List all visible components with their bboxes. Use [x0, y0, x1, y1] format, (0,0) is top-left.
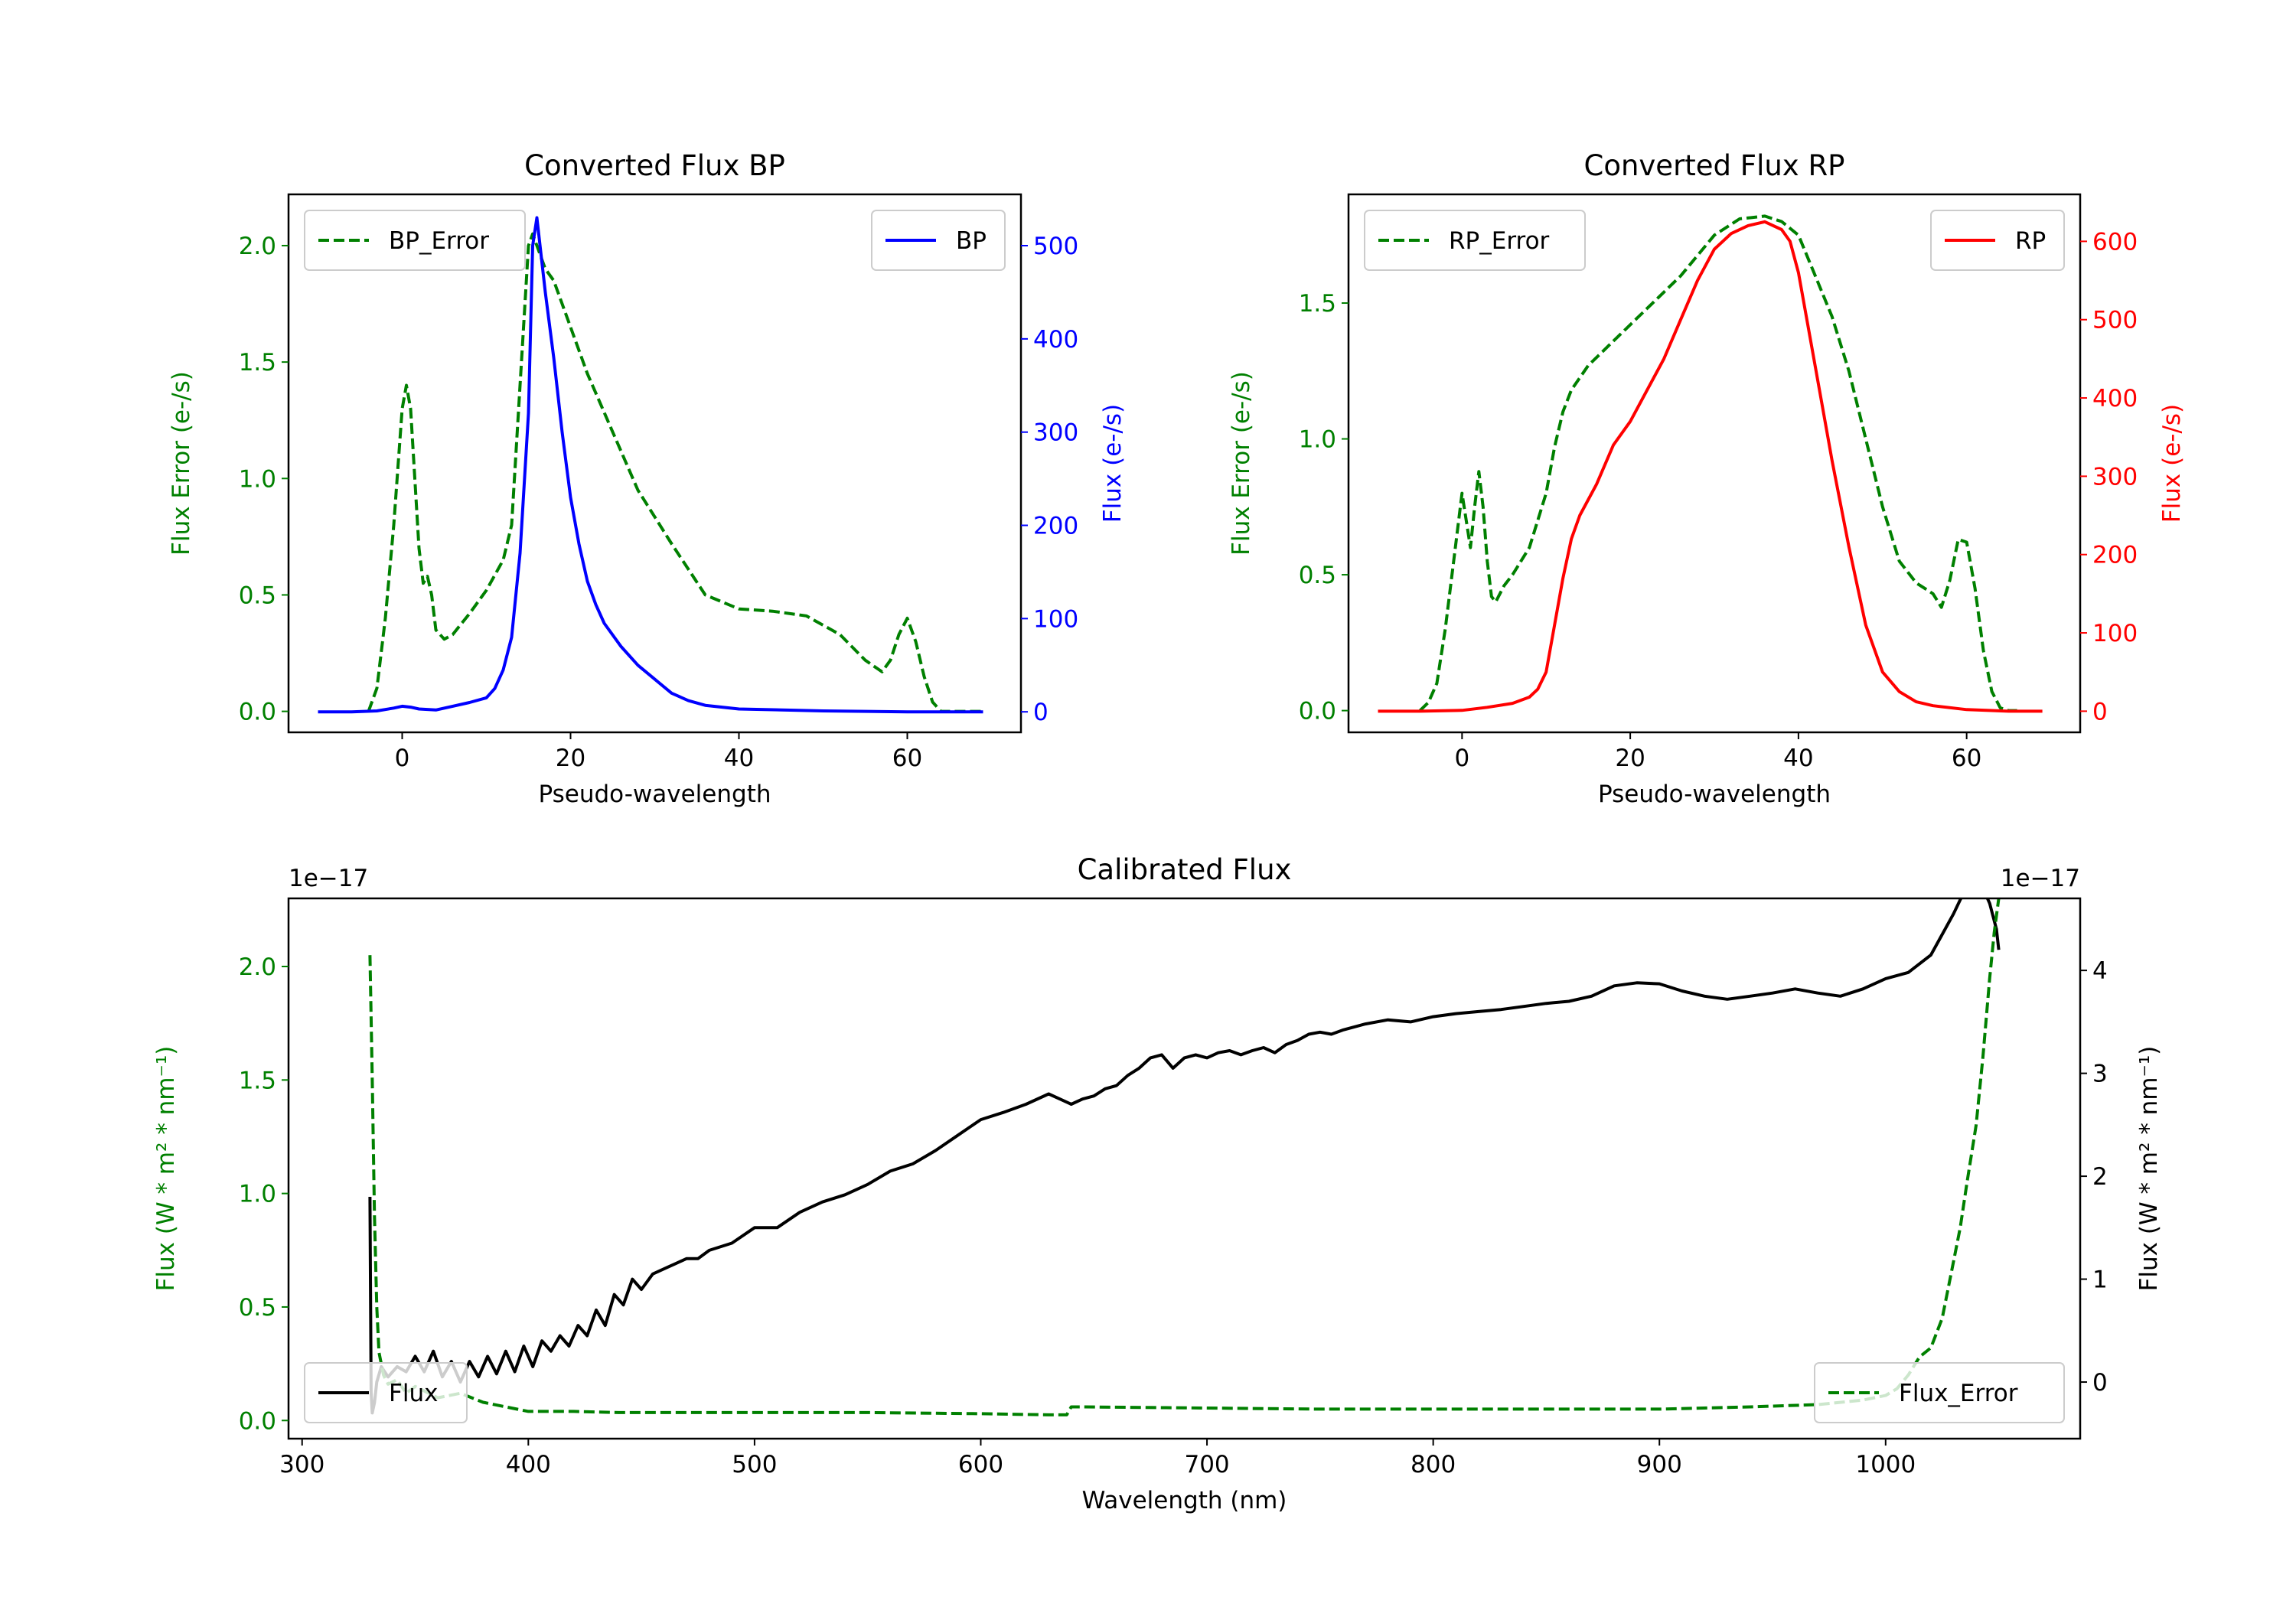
y-left-tick-label: 0.5: [239, 582, 276, 609]
y-left-tick-label: 0.0: [239, 699, 276, 726]
x-tick-label: 40: [1783, 745, 1813, 772]
y-left-tick-label: 1.5: [1299, 290, 1336, 318]
x-tick-label: 60: [1952, 745, 1981, 772]
x-tick-label: 600: [958, 1451, 1003, 1478]
plot-frame: [287, 193, 1022, 734]
y-right-tick-label: 3: [2092, 1061, 2108, 1088]
chart-title: Calibrated Flux: [1078, 853, 1292, 886]
legend-label: BP: [956, 227, 987, 255]
legend-flux-error: Flux_Error: [1814, 1362, 2065, 1423]
x-tick-label: 20: [1615, 745, 1645, 772]
x-tick-label: 300: [279, 1451, 325, 1478]
calibrated-flux-panel: 300 400 500 600 700 800 900 1000 0.0 0.5 1.0 1.5 2.0…: [152, 853, 2163, 1514]
x-tick-label: 500: [732, 1451, 777, 1478]
bp-flux-panel: 0 20 40 60 0.0 0.5 1.0 1.5 2.0 0 100 200 300 400 500 Co…: [168, 149, 1127, 808]
legend-bp: BP: [871, 210, 1006, 271]
legend-bp-error: BP_Error: [304, 210, 526, 271]
y-left-tick-label: 1.0: [239, 465, 276, 493]
y-left-axis-label: Flux Error (e-/s): [168, 371, 195, 556]
legend-box: [1814, 1362, 2065, 1423]
legend-label: Flux: [389, 1380, 438, 1407]
y-right-tick-label: 400: [1033, 326, 1078, 354]
y-right-tick-label: 1: [2092, 1266, 2108, 1294]
y-right-axis-label: Flux (e-/s): [2158, 404, 2186, 523]
series-line-rp-error: [1419, 214, 2017, 712]
series-line-bp: [318, 216, 983, 714]
x-axis-label: Pseudo-wavelength: [538, 781, 771, 808]
y-left-axis-label: Flux Error (e-/s): [1228, 371, 1255, 556]
y-left-tick-label: 1.0: [1299, 426, 1336, 454]
y-right-tick-label: 500: [1033, 233, 1078, 260]
y-right-axis-label: Flux (W * m² * nm⁻¹): [2135, 1046, 2163, 1292]
y-left-axis-label: Flux (W * m² * nm⁻¹): [152, 1046, 180, 1292]
legend-box: [304, 1362, 468, 1423]
y-left-offset-text: 1e−17: [289, 865, 368, 892]
legend-flux: Flux: [304, 1362, 468, 1423]
legend-label: BP_Error: [389, 227, 489, 255]
x-tick-label: 20: [556, 745, 585, 772]
y-right-tick-label: 400: [2092, 385, 2138, 412]
y-left-tick-label: 1.5: [239, 1067, 276, 1094]
y-right-tick-label: 100: [2092, 620, 2138, 647]
y-right-tick-label: 200: [1033, 513, 1078, 540]
legend-box: [871, 210, 1006, 271]
y-right-tick-label: 600: [2092, 228, 2138, 256]
x-axis-label: Wavelength (nm): [1082, 1487, 1287, 1514]
x-tick-label: 1000: [1855, 1451, 1916, 1478]
legend-label: RP: [2015, 227, 2046, 255]
y-right-tick-label: 300: [1033, 419, 1078, 447]
y-right-tick-label: 0: [1033, 699, 1049, 726]
series-line-flux: [368, 898, 2001, 1415]
y-left-tick-label: 2.0: [239, 233, 276, 260]
legend-rp: RP: [1930, 210, 2065, 271]
x-tick-label: 700: [1184, 1451, 1229, 1478]
y-left-tick-label: 0.5: [239, 1294, 276, 1322]
plot-frame: [287, 897, 2082, 1440]
legend-box: [1364, 210, 1586, 271]
y-right-tick-label: 200: [2092, 542, 2138, 569]
y-left-tick-label: 2.0: [239, 953, 276, 981]
legend-box: [1930, 210, 2065, 271]
x-tick-label: 400: [506, 1451, 551, 1478]
chart-title: Converted Flux RP: [1583, 149, 1844, 182]
x-tick-label: 40: [724, 745, 754, 772]
x-tick-label: 60: [892, 745, 922, 772]
rp-flux-panel: 0 20 40 60 0.0 0.5 1.0 1.5 0 100 200 300 400 500 600 Co…: [1228, 149, 2186, 808]
x-tick-label: 800: [1411, 1451, 1456, 1478]
x-tick-label: 0: [395, 745, 410, 772]
legend-box: [304, 210, 526, 271]
y-right-tick-label: 500: [2092, 307, 2138, 334]
y-right-tick-label: 100: [1033, 605, 1078, 633]
series-line-rp: [1378, 220, 2043, 713]
y-right-tick-label: 4: [2092, 957, 2108, 985]
legend-label: Flux_Error: [1899, 1380, 2018, 1407]
y-right-axis-label: Flux (e-/s): [1099, 404, 1127, 523]
y-left-tick-label: 0.0: [239, 1407, 276, 1435]
y-right-tick-label: 0: [2092, 1369, 2108, 1397]
y-left-tick-label: 0.5: [1299, 562, 1336, 589]
legend-rp-error: RP_Error: [1364, 210, 1586, 271]
legend-label: RP_Error: [1449, 227, 1550, 255]
x-axis-label: Pseudo-wavelength: [1598, 781, 1831, 808]
y-left-tick-label: 1.0: [239, 1181, 276, 1208]
chart-title: Converted Flux BP: [524, 149, 785, 182]
x-tick-label: 0: [1454, 745, 1469, 772]
y-right-tick-label: 300: [2092, 463, 2138, 491]
y-right-tick-label: 2: [2092, 1163, 2108, 1191]
series-line-bp-error: [367, 232, 983, 713]
y-right-tick-label: 0: [2092, 698, 2108, 725]
y-left-tick-label: 1.5: [239, 349, 276, 376]
plot-frame: [1347, 193, 2082, 734]
y-left-tick-label: 0.0: [1299, 698, 1336, 725]
x-tick-label: 900: [1637, 1451, 1682, 1478]
y-right-offset-text: 1e−17: [2001, 865, 2080, 892]
